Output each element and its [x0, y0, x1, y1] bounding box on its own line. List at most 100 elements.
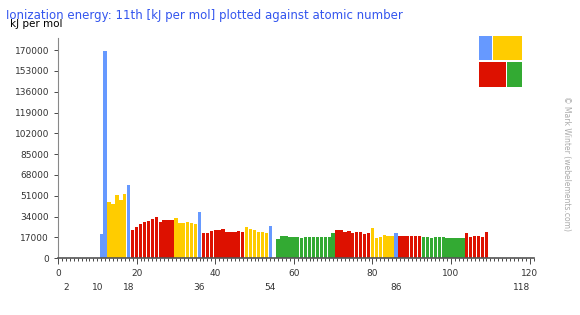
Bar — [127, 185, 130, 258]
Bar — [477, 236, 480, 258]
Bar — [339, 231, 343, 258]
Text: 2: 2 — [63, 283, 68, 292]
Bar — [264, 233, 268, 258]
Bar — [478, 36, 492, 60]
Bar — [233, 232, 237, 258]
Bar — [324, 237, 327, 258]
Bar — [135, 227, 138, 258]
Bar — [414, 236, 418, 258]
Bar — [355, 232, 358, 258]
Bar — [123, 194, 126, 258]
Bar — [213, 230, 217, 258]
Bar — [288, 237, 292, 258]
Bar — [111, 204, 115, 258]
Bar — [284, 236, 288, 258]
Text: Ionization energy: 11th [kJ per mol] plotted against atomic number: Ionization energy: 11th [kJ per mol] plo… — [6, 9, 403, 22]
Bar — [398, 236, 401, 258]
Bar — [143, 222, 146, 258]
Text: 36: 36 — [194, 283, 205, 292]
Bar — [343, 232, 347, 258]
Bar — [328, 237, 331, 258]
Bar — [304, 237, 307, 258]
Bar — [437, 238, 441, 258]
Bar — [394, 233, 398, 258]
Bar — [115, 195, 119, 258]
Bar — [174, 218, 177, 258]
Bar — [147, 220, 150, 258]
Bar — [478, 62, 506, 87]
Bar — [139, 224, 142, 258]
Bar — [209, 231, 213, 258]
Bar — [493, 36, 522, 60]
Bar — [335, 230, 339, 258]
Bar — [202, 233, 205, 258]
Bar — [367, 233, 370, 258]
Bar — [351, 232, 354, 258]
Bar — [406, 236, 409, 258]
Bar — [226, 232, 229, 258]
Bar — [469, 237, 472, 258]
Bar — [457, 238, 461, 258]
Bar — [198, 212, 201, 258]
Bar — [190, 223, 193, 258]
Bar — [308, 237, 311, 258]
Bar — [249, 229, 252, 258]
Bar — [166, 220, 170, 258]
Bar — [347, 232, 350, 258]
Bar — [186, 221, 190, 258]
Bar — [386, 236, 390, 258]
Bar — [316, 237, 319, 258]
Text: kJ per mol: kJ per mol — [10, 19, 63, 29]
Bar — [218, 230, 221, 258]
Bar — [390, 237, 394, 258]
Bar — [430, 238, 433, 258]
Bar — [426, 237, 429, 258]
Bar — [257, 232, 260, 258]
Bar — [402, 236, 405, 258]
Bar — [473, 237, 476, 258]
Bar — [119, 200, 122, 258]
Bar — [222, 229, 225, 258]
Bar — [158, 222, 162, 258]
Bar — [241, 232, 244, 258]
Bar — [461, 238, 465, 258]
Bar — [371, 228, 374, 258]
Bar — [229, 232, 233, 258]
Text: © Mark Winter (webelements.com): © Mark Winter (webelements.com) — [562, 96, 571, 231]
Bar — [454, 238, 456, 258]
Bar — [178, 223, 182, 258]
Bar — [379, 237, 382, 258]
Text: 10: 10 — [92, 283, 103, 292]
Text: 86: 86 — [390, 283, 402, 292]
Bar — [103, 51, 107, 258]
Bar — [481, 237, 484, 258]
Bar — [280, 236, 284, 258]
Bar — [383, 235, 386, 258]
Bar — [182, 222, 186, 258]
Text: 118: 118 — [513, 283, 531, 292]
Bar — [131, 231, 135, 258]
Bar — [507, 62, 522, 87]
Bar — [171, 220, 173, 258]
Text: 54: 54 — [264, 283, 276, 292]
Bar — [155, 217, 158, 258]
Bar — [100, 234, 103, 258]
Bar — [450, 238, 453, 258]
Bar — [441, 238, 445, 258]
Bar — [312, 237, 315, 258]
Bar — [151, 219, 154, 258]
Bar — [300, 238, 303, 258]
Bar — [245, 226, 248, 258]
Bar — [162, 220, 166, 258]
Bar — [363, 234, 366, 258]
Bar — [410, 236, 414, 258]
Bar — [331, 233, 335, 258]
Bar — [277, 238, 280, 258]
Bar — [296, 237, 299, 258]
Bar — [445, 238, 449, 258]
Bar — [206, 232, 209, 258]
Bar — [434, 238, 437, 258]
Bar — [261, 232, 264, 258]
Bar — [237, 232, 241, 258]
Bar — [320, 238, 323, 258]
